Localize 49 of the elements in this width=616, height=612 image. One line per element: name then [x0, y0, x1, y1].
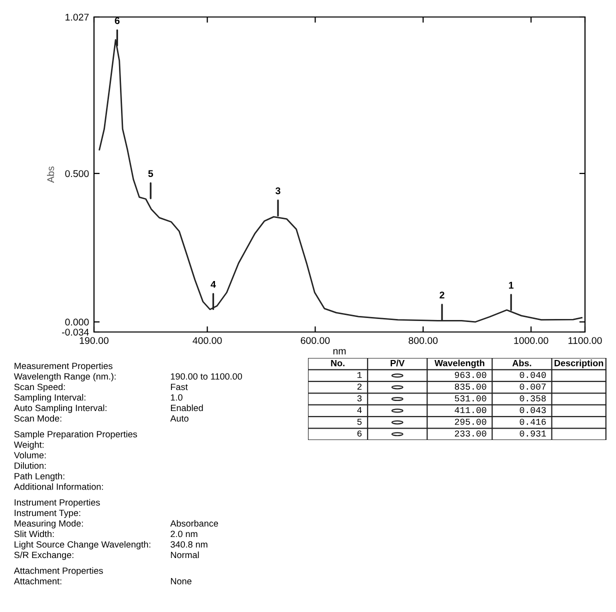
category-label: No.	[331, 360, 344, 366]
y-tick-label: -0.034	[62, 328, 89, 336]
text: Auto Sampling Interval: Enabled	[14, 404, 203, 413]
x-tick-label: 1100.00	[568, 337, 602, 344]
text: 4 411.00 0.043	[357, 407, 546, 414]
text: Measurement Properties	[14, 362, 112, 371]
text: Attachment: None	[14, 578, 192, 584]
text: Volume:	[14, 452, 46, 458]
text: Sampling Interval: 1.0	[14, 394, 182, 402]
y-tick-label: 0.000	[65, 318, 89, 326]
x-tick-label: 400.00	[192, 337, 222, 344]
category-label: Description	[554, 360, 604, 368]
text: Weight:	[14, 441, 44, 450]
x-tick-label: 1000.00	[514, 337, 548, 344]
category-label: P/V	[390, 360, 405, 366]
y-tick-label: 1.027	[66, 14, 89, 21]
annotation: 1	[508, 282, 514, 289]
annotation: 6	[114, 17, 120, 24]
text: Sample Preparation Properties	[14, 430, 138, 440]
x-tick-label: 190.00	[80, 337, 108, 344]
text: 2 835.00 0.007	[357, 384, 546, 390]
annotation: 2	[440, 292, 444, 298]
text: 5 295.00 0.416	[357, 418, 546, 425]
text: Wavelength Range (nm.): 190.00 to 1100.00	[14, 373, 242, 382]
annotation: 4	[210, 280, 216, 288]
text: Attachment Properties	[14, 567, 103, 576]
text: Slit Width: 2.0 nm	[14, 530, 198, 538]
text: Measuring Mode: Absorbance	[14, 520, 218, 528]
text: S/R Exchange: Normal	[14, 552, 199, 560]
text: Instrument Type:	[14, 510, 80, 518]
text: Scan Mode: Auto	[14, 415, 188, 422]
text: Instrument Properties	[14, 499, 100, 508]
x-axis-title: nm	[333, 349, 346, 354]
y-tick-label: 0.500	[65, 170, 89, 178]
category-label: Wavelength	[434, 360, 484, 368]
text: Scan Speed: Fast	[14, 384, 188, 392]
text: Light Source Change Wavelength: 340.8 nm	[14, 541, 208, 550]
text: Dilution:	[14, 462, 46, 469]
text: 3 531.00 0.358	[357, 395, 546, 402]
annotation: 5	[148, 170, 154, 178]
text: 6 233.00 0.931	[357, 430, 546, 437]
x-tick-label: 800.00	[408, 337, 438, 344]
y-axis-title: Abs	[46, 166, 54, 183]
text: Path Length:	[14, 472, 64, 482]
text: 1 963.00 0.040	[357, 372, 546, 378]
category-label: Abs.	[512, 360, 532, 366]
annotation: 3	[276, 187, 280, 194]
x-tick-label: 600.00	[300, 337, 330, 344]
text: Additional Information:	[14, 483, 103, 490]
